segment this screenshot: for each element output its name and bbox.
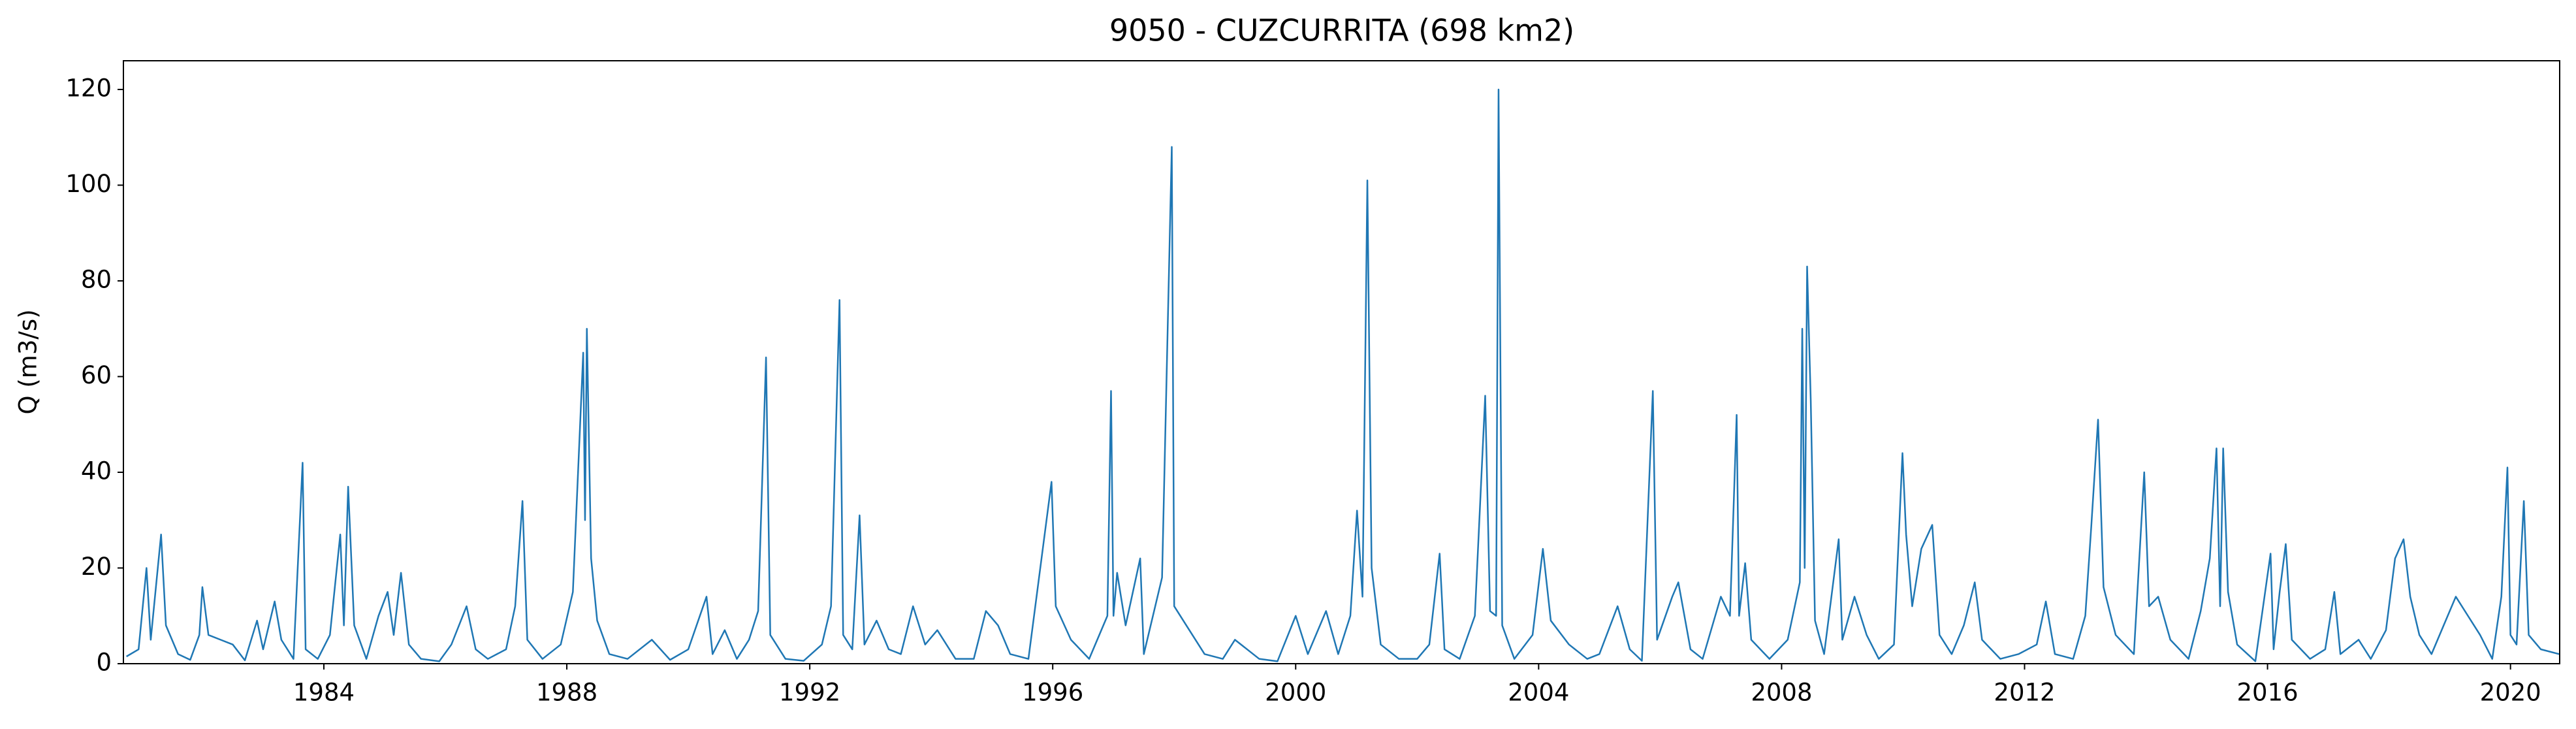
x-tick-label: 2000 [1265,679,1326,707]
x-tick-label: 1984 [293,679,355,707]
x-tick-label: 1996 [1022,679,1083,707]
plot-frame [123,60,2560,664]
y-axis-label: Q (m3/s) [14,309,42,414]
y-tick-label: 20 [81,553,112,581]
x-tick-label: 2004 [1508,679,1569,707]
y-tick-label: 120 [65,74,112,102]
y-tick-label: 40 [81,457,112,485]
y-tick-label: 60 [81,361,112,389]
x-tick-label: 2020 [2480,679,2541,707]
chart-title: 9050 - CUZCURRITA (698 km2) [1109,13,1574,48]
series-line [126,88,2560,662]
y-tick-label: 80 [81,265,112,293]
x-tick-label: 1992 [779,679,840,707]
x-tick-label: 2012 [1994,679,2055,707]
x-tick-label: 1988 [536,679,597,707]
x-tick-label: 2016 [2236,679,2298,707]
x-tick-label: 2008 [1751,679,1812,707]
y-tick-label: 100 [65,170,112,198]
y-tick-label: 0 [96,649,112,677]
